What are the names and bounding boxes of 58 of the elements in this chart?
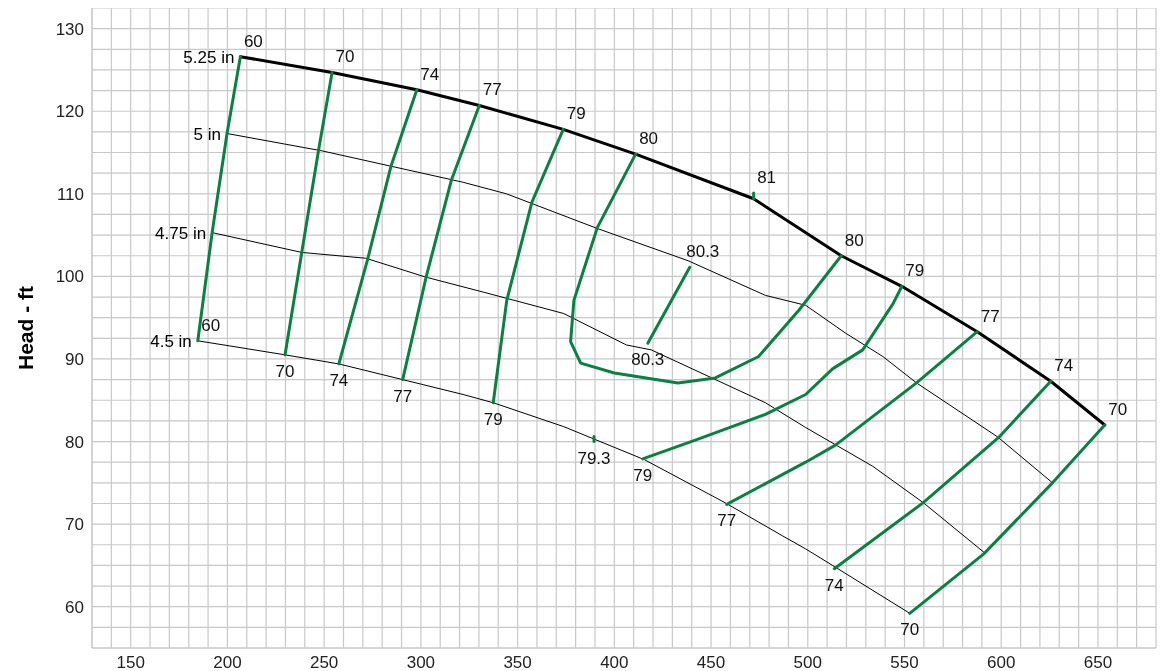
annotation: 60 — [201, 315, 221, 335]
annotation: 79.3 — [577, 448, 611, 468]
line-series — [725, 330, 979, 506]
x-tick-label: 350 — [503, 653, 532, 671]
annotation: 60 — [243, 31, 263, 51]
annotation: 81 — [757, 167, 777, 187]
annotation: 77 — [393, 386, 413, 406]
line-series — [197, 340, 911, 614]
line-series — [832, 379, 1053, 571]
annotation: 79 — [905, 261, 925, 281]
annotation: 79 — [483, 409, 503, 429]
series-label: 5 in — [193, 124, 222, 144]
y-tick-label: 130 — [55, 19, 84, 39]
series-label: 5.25 in — [183, 47, 235, 67]
annotation: 70 — [1108, 400, 1128, 420]
x-tick-label: 200 — [213, 653, 242, 671]
annotation: 77 — [980, 306, 1000, 326]
y-tick-label: 70 — [65, 515, 84, 535]
x-tick-label: 250 — [309, 653, 339, 671]
y-tick-label: 120 — [55, 102, 84, 122]
annotation: 70 — [335, 47, 355, 67]
series-label: 4.75 in — [155, 223, 207, 243]
y-tick-label: 100 — [55, 267, 84, 287]
x-tick-label: 300 — [406, 653, 436, 671]
y-axis-title: Head - ft — [14, 285, 38, 370]
y-tick-label: 110 — [56, 184, 84, 204]
line-series — [401, 103, 481, 382]
annotation: 80.3 — [631, 350, 665, 370]
line-series — [908, 423, 1107, 615]
annotation: 80.3 — [686, 242, 720, 262]
annotation: 80 — [844, 230, 864, 250]
x-tick-label: 150 — [116, 653, 145, 671]
x-tick-label: 450 — [696, 653, 726, 671]
annotation: 79 — [633, 465, 653, 485]
line-series — [337, 88, 419, 366]
line-series — [283, 70, 334, 357]
line-series — [226, 133, 1053, 484]
annotation: 74 — [824, 575, 844, 595]
series-label: 4.5 in — [150, 331, 192, 351]
x-tick-label: 650 — [1083, 653, 1113, 671]
annotation: 74 — [1054, 356, 1074, 376]
annotation: 70 — [900, 620, 920, 640]
x-tick-label: 500 — [793, 653, 822, 671]
annotation: 70 — [275, 361, 295, 381]
annotation: 80 — [639, 129, 659, 149]
y-tick-label: 90 — [65, 350, 84, 369]
annotation: 77 — [717, 511, 737, 531]
y-tick-label: 60 — [65, 597, 84, 617]
annotation: 79 — [566, 104, 586, 124]
x-tick-label: 600 — [987, 653, 1016, 671]
y-tick-label: 80 — [65, 432, 84, 452]
annotation: 74 — [420, 64, 440, 84]
x-tick-label: 550 — [890, 653, 919, 671]
line-series — [491, 127, 565, 405]
annotation: 77 — [482, 80, 502, 100]
annotation: 74 — [329, 370, 349, 390]
x-tick-label: 400 — [600, 653, 629, 671]
line-series — [569, 152, 843, 385]
